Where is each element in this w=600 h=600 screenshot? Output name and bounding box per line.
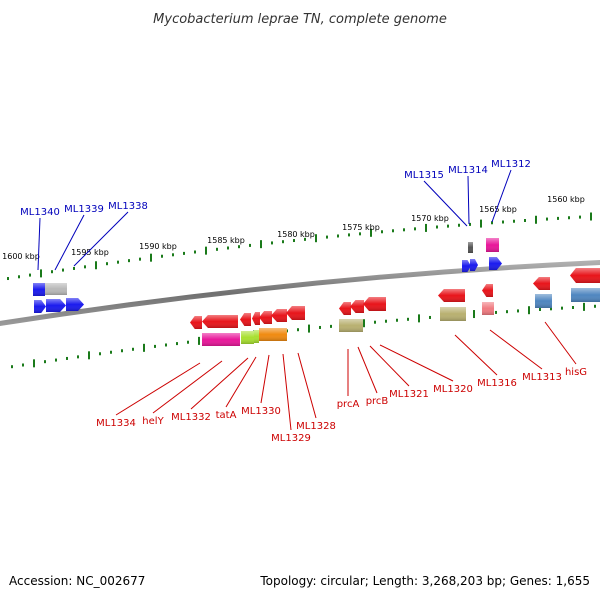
gene-label: ML1328 bbox=[296, 421, 336, 432]
leader-line bbox=[423, 180, 468, 227]
gene-arrow-shading bbox=[571, 288, 600, 302]
gene-arrow-shading bbox=[489, 257, 502, 270]
gene-arrow-shading bbox=[570, 268, 600, 283]
scale-tick-label: 1590 kbp bbox=[139, 242, 177, 251]
map-title: Mycobacterium leprae TN, complete genome bbox=[153, 12, 447, 27]
scale-tick-label: 1570 kbp bbox=[411, 214, 449, 223]
leader-line bbox=[454, 334, 498, 376]
leader-line bbox=[379, 344, 454, 382]
gene-label: ML1340 bbox=[20, 207, 60, 218]
gene-prcA-shading bbox=[339, 319, 363, 332]
gene-arrow-shading bbox=[470, 259, 478, 271]
leader-line bbox=[225, 356, 257, 408]
leader-line bbox=[115, 362, 201, 416]
gene-arrow-shading bbox=[34, 300, 46, 313]
gene-arrow-shading bbox=[286, 306, 305, 320]
leader-line bbox=[190, 357, 249, 410]
gene-arrow-shading bbox=[66, 298, 84, 311]
leader-line bbox=[544, 321, 577, 365]
scale-tick-label: 1585 kbp bbox=[207, 236, 245, 245]
gene-arrow-shading bbox=[190, 316, 202, 329]
gene-ml1330-shading bbox=[259, 328, 287, 341]
gene-hisG-shading bbox=[535, 294, 552, 308]
gene-ml1340-shading bbox=[33, 283, 45, 296]
gene-arrow-shading bbox=[271, 309, 287, 322]
leader-line bbox=[489, 329, 543, 370]
leader-line bbox=[73, 211, 129, 267]
gene-label: prcB bbox=[366, 396, 389, 407]
leader-line bbox=[152, 360, 223, 414]
gene-ml1315-shading bbox=[468, 242, 473, 253]
gene-label: ML1334 bbox=[96, 418, 136, 429]
gene-tatA-shading bbox=[254, 330, 259, 343]
gene-label: tatA bbox=[216, 410, 237, 421]
label-leader-lines bbox=[37, 169, 577, 431]
gene-label: ML1315 bbox=[404, 170, 444, 181]
gene-label: ML1330 bbox=[241, 406, 281, 417]
scale-tick-label: 1575 kbp bbox=[342, 223, 380, 232]
gene-label: ML1338 bbox=[108, 201, 148, 212]
gene-arrow-shading bbox=[240, 313, 251, 326]
gene-arrow-shading bbox=[202, 315, 238, 328]
scale-tick-label: 1560 kbp bbox=[547, 195, 585, 204]
gene-arrow-shading bbox=[252, 312, 260, 325]
gene-label: hisG bbox=[565, 367, 587, 378]
gene-arrow-shading bbox=[339, 302, 351, 315]
gene-arrow-shading bbox=[533, 277, 550, 290]
gene-label: ML1316 bbox=[477, 378, 517, 389]
leader-line bbox=[282, 353, 292, 431]
gene-label: ML1329 bbox=[271, 433, 311, 444]
scale-tick-label: 1600 kbp bbox=[2, 252, 40, 261]
leader-line bbox=[491, 169, 512, 223]
gene-ml1332-shading bbox=[241, 331, 254, 344]
gene-arrow-shading bbox=[363, 297, 386, 311]
gene-label: ML1312 bbox=[491, 159, 531, 170]
leader-line bbox=[37, 217, 41, 271]
gene-arrow-shading bbox=[482, 284, 493, 297]
accession-text: Accession: NC_002677 bbox=[9, 574, 146, 588]
gene-label: ML1339 bbox=[64, 204, 104, 215]
gene-arrow-shading bbox=[259, 311, 272, 324]
gene-features bbox=[33, 238, 600, 346]
gene-ml1313-shading bbox=[482, 302, 494, 315]
gene-label: ML1332 bbox=[171, 412, 211, 423]
gene-label: ML1320 bbox=[433, 384, 473, 395]
genome-summary-text: Topology: circular; Length: 3,268,203 bp… bbox=[260, 574, 590, 588]
scale-ticks-outer bbox=[7, 212, 592, 281]
leader-line bbox=[357, 346, 378, 394]
gene-helY-shading bbox=[202, 333, 240, 346]
gene-arrow-shading bbox=[350, 300, 364, 313]
gene-label: helY bbox=[142, 416, 164, 427]
gene-ml1339-region-shading bbox=[45, 283, 67, 295]
gene-label: ML1314 bbox=[448, 165, 488, 176]
leader-line bbox=[467, 175, 470, 225]
gene-ml1316-shading bbox=[440, 307, 466, 321]
gene-arrow-shading bbox=[46, 299, 66, 312]
gene-label: prcA bbox=[337, 399, 360, 410]
genome-backbone bbox=[0, 259, 600, 326]
leader-line bbox=[297, 352, 317, 419]
gene-label: ML1313 bbox=[522, 372, 562, 383]
leader-line bbox=[260, 354, 270, 404]
gene-arrow-shading bbox=[462, 260, 471, 272]
scale-tick-label: 1595 kbp bbox=[71, 248, 109, 257]
leader-line bbox=[54, 214, 85, 271]
leader-line bbox=[369, 345, 410, 387]
scale-tick-label: 1580 kbp bbox=[277, 230, 315, 239]
gene-ml1312-shading bbox=[486, 238, 499, 252]
gene-label: ML1321 bbox=[389, 389, 429, 400]
scale-tick-label: 1565 kbp bbox=[479, 205, 517, 214]
gene-arrow-shading bbox=[438, 289, 465, 302]
scale-labels: 1600 kbp 1595 kbp 1590 kbp 1585 kbp 1580 kbp… bbox=[2, 195, 585, 261]
